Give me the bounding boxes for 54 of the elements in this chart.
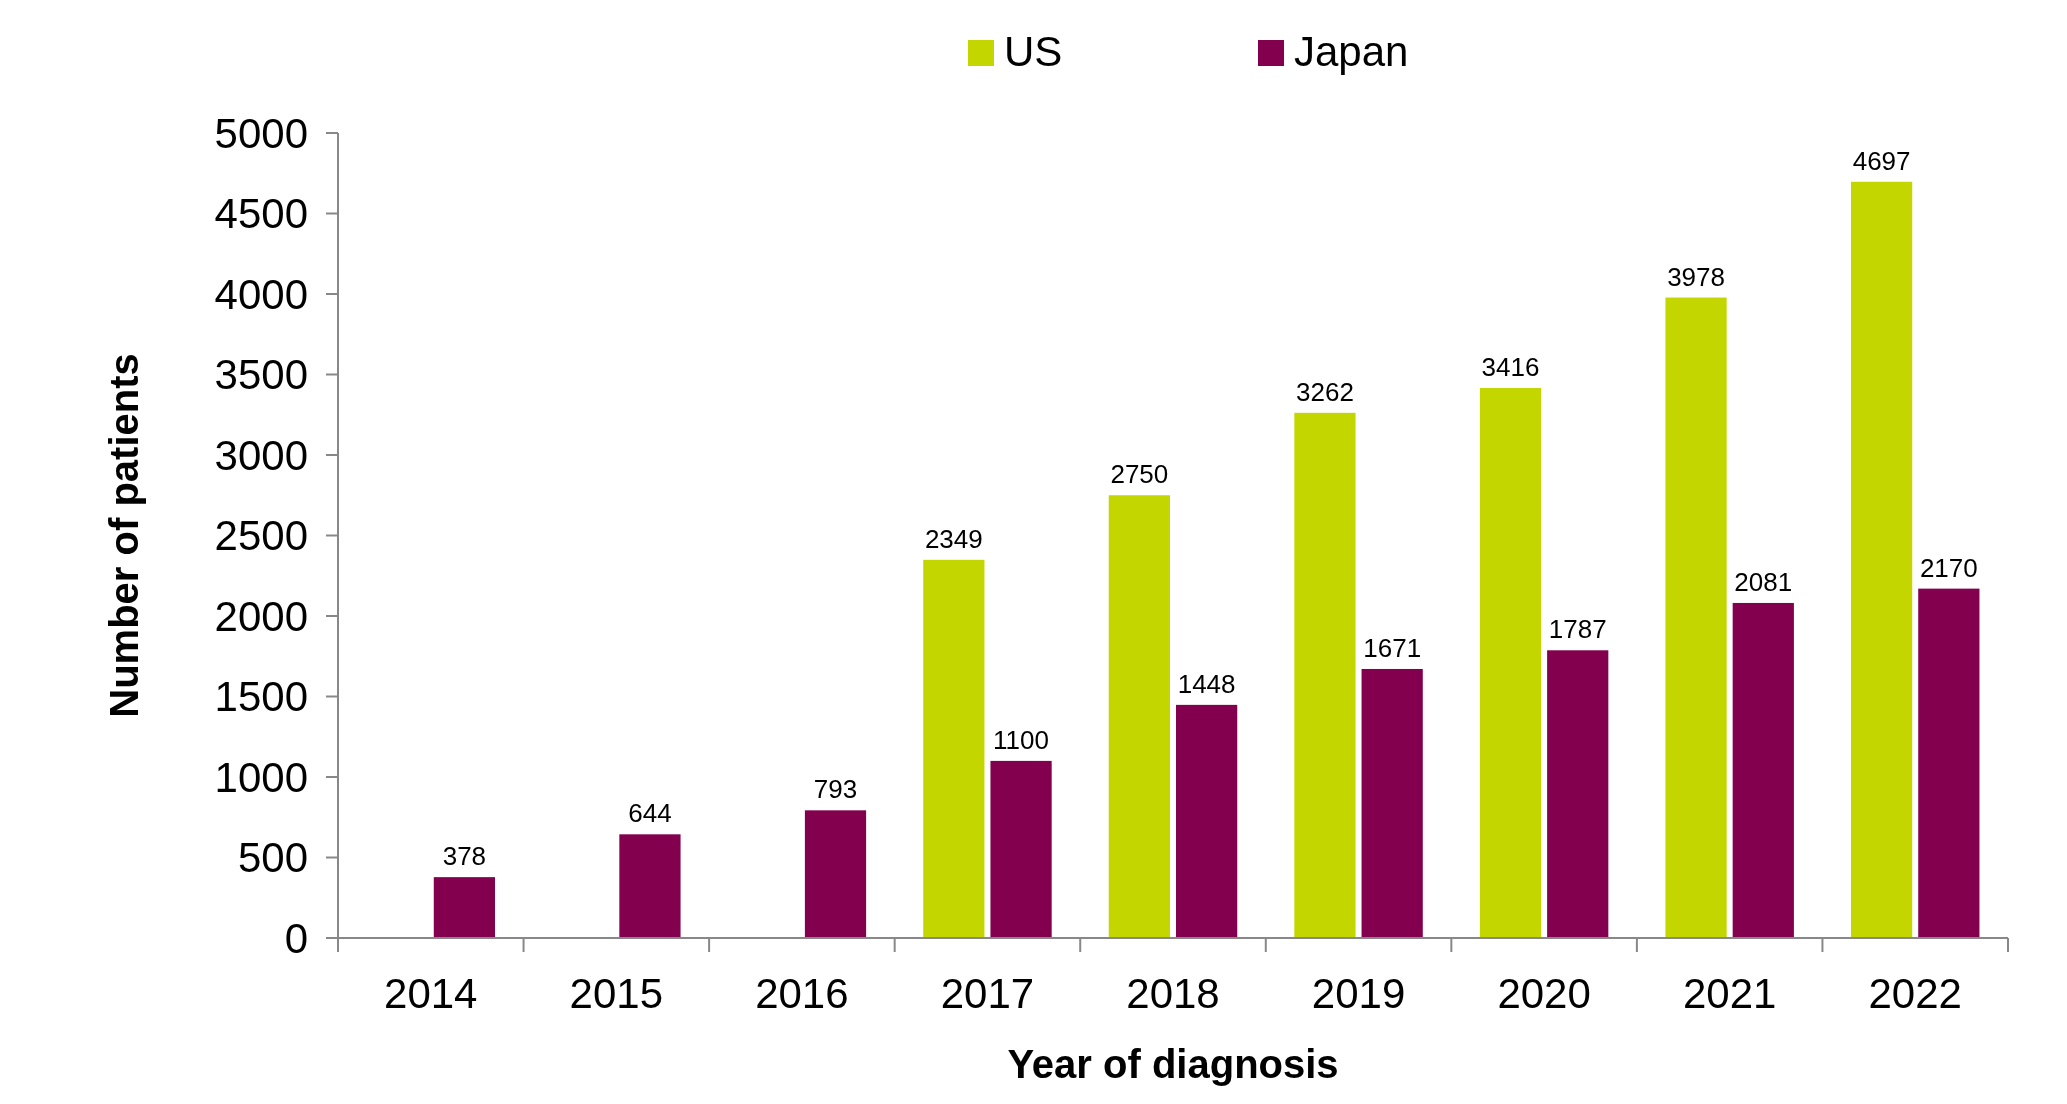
data-label: 644 [628,798,672,829]
data-label: 1448 [1177,668,1236,699]
bar [1294,412,1356,938]
y-tick-label: 1000 [214,753,308,801]
data-label: 2170 [1919,552,1978,583]
data-label: 1787 [1548,614,1607,645]
data-label: 3978 [1667,261,1725,292]
data-label: 1671 [1363,632,1422,663]
bar [804,810,867,938]
y-tick-label: 0 [284,914,308,962]
y-tick-label: 3500 [214,351,308,399]
legend-label: US [1004,28,1063,75]
bar [1108,495,1170,938]
data-label: 4697 [1852,145,1911,176]
data-label: 793 [813,774,858,805]
x-tick-label: 2017 [940,970,1035,1017]
legend-label: Japan [1294,28,1409,75]
x-tick-label: 2021 [1682,970,1777,1017]
x-axis-title: Year of diagnosis [1007,1042,1339,1086]
x-tick-label: 2014 [384,970,478,1017]
y-tick-label: 4000 [214,270,308,318]
data-label: 3262 [1296,376,1354,407]
data-label: 2349 [924,523,983,554]
y-tick-label: 4500 [214,190,308,238]
x-tick-label: 2020 [1497,970,1591,1017]
y-axis-title: Number of patients [102,353,146,718]
bar [619,834,681,938]
x-tick-label: 2022 [1868,970,1962,1017]
data-label: 1100 [993,724,1050,755]
x-tick-label: 2016 [755,970,849,1017]
bar [1176,704,1238,938]
y-tick-label: 5000 [214,109,308,157]
x-tick-label: 2015 [569,970,664,1017]
data-label: 378 [442,841,487,872]
data-label: 3416 [1481,352,1540,383]
y-tick-label: 2000 [214,592,308,640]
bar [1479,388,1542,938]
data-label: 2750 [1110,459,1169,490]
y-tick-label: 3000 [214,431,308,479]
y-tick-label: 500 [237,834,308,882]
bar [433,877,496,938]
bar [990,760,1052,938]
data-label: 2081 [1734,566,1793,597]
bar [1665,297,1727,938]
y-tick-label: 1500 [214,673,308,721]
x-tick-label: 2019 [1311,970,1406,1017]
bar [1547,650,1609,938]
x-tick-label: 2018 [1126,970,1220,1017]
bar [1732,602,1794,938]
bar [1850,181,1913,938]
bar [1918,588,1980,938]
bar [923,559,985,938]
bar [1361,668,1423,938]
y-tick-label: 2500 [214,512,308,560]
